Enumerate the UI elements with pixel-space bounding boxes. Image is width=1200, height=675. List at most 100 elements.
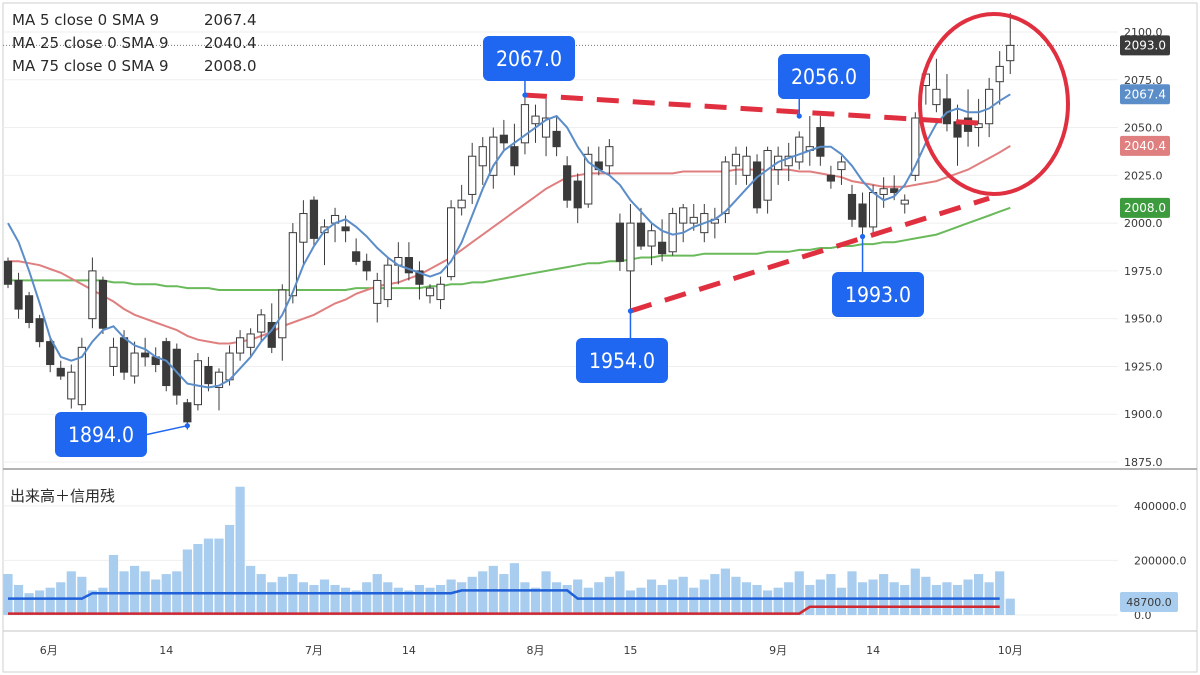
candle-body (309, 199, 319, 239)
volume-tag (1120, 592, 1178, 612)
candle-body (499, 134, 508, 144)
trendline (524, 92, 990, 127)
candle-body (1006, 44, 1015, 62)
legend-label: MA 75 close 0 SMA 9 (12, 57, 169, 75)
volume-bar (87, 590, 97, 615)
volume-bar (646, 579, 657, 615)
volume-bar (404, 590, 414, 615)
volume-tick-label: 400000.0 (1134, 500, 1187, 513)
candle-body (288, 232, 297, 297)
callout-anchor-dot (796, 113, 802, 119)
callout-anchor-dot (184, 423, 190, 429)
candle-body (995, 65, 1004, 83)
candle-body (3, 260, 13, 285)
volume-bar (763, 590, 773, 615)
callout-leader (146, 424, 188, 436)
volume-bar (509, 563, 519, 615)
price-tick-label: 1900.0 (1124, 408, 1163, 421)
candle-body (383, 264, 392, 301)
callout-label: 1993.0 (845, 283, 911, 307)
candle-body (246, 333, 255, 348)
candle-body (130, 352, 139, 377)
price-tag-label: 2040.4 (1124, 139, 1166, 153)
volume-bar (66, 571, 76, 615)
volume-bar (900, 584, 910, 615)
volume-pane-title: 出来高＋信用残 (10, 487, 115, 505)
candle-body (890, 188, 899, 194)
volume-bar (910, 568, 920, 615)
price-tag-label: 2067.4 (1124, 87, 1166, 101)
callout-anchor-dot (859, 233, 866, 240)
candle-body (689, 216, 698, 224)
volume-bar (720, 568, 730, 615)
candle-body (858, 203, 867, 228)
candle-body (67, 371, 76, 400)
volume-bar (267, 582, 277, 615)
candle-body (415, 270, 424, 285)
callout-box (778, 54, 870, 99)
volume-bar (657, 584, 667, 615)
volume-bar (815, 579, 825, 615)
callout-anchor-dot (522, 92, 528, 98)
volume-bar (393, 587, 403, 615)
callout-anchor-dot (627, 308, 634, 314)
trendlines (524, 92, 990, 314)
price-callouts: 2067.0 2056.0 1954.0 1993.0 1894.0 (55, 36, 924, 457)
price-tick-label: 2050.0 (1124, 122, 1163, 135)
volume-bar (773, 587, 783, 615)
volume-bar (1005, 598, 1015, 615)
volume-bar (130, 565, 140, 615)
volume-bar (224, 524, 235, 615)
volume-bar (24, 593, 34, 615)
price-tick-label: 2075.0 (1124, 74, 1163, 87)
ma5-line (7, 93, 1011, 389)
candle-body (974, 123, 983, 129)
time-tick-label: 7月 (305, 644, 323, 657)
volume-bar (794, 571, 804, 615)
candle-body (46, 341, 55, 366)
volume-bar (425, 587, 435, 615)
volume-bar (3, 574, 13, 615)
volume-bar (478, 571, 488, 615)
candle-body (658, 241, 667, 255)
candle-body (552, 130, 561, 148)
price-tick-label: 1950.0 (1124, 313, 1163, 326)
candle-body (510, 146, 519, 167)
volume-bar (457, 582, 467, 615)
volume-bar (847, 571, 857, 615)
legend-value: 2067.4 (204, 11, 257, 29)
price-tick-label: 2000.0 (1124, 217, 1163, 230)
volume-bar (752, 584, 762, 615)
candle-body (468, 155, 477, 195)
volume-axis: 0.0 200000.0 400000.0 (1134, 500, 1187, 622)
candle-body (457, 199, 466, 209)
trendline (629, 195, 990, 314)
callout-box (832, 272, 924, 317)
candle-body (573, 180, 582, 209)
price-tag (1120, 197, 1170, 218)
volume-tick-label: 0.0 (1134, 609, 1152, 622)
volume-bar (383, 582, 393, 615)
time-tick-label: 10月 (998, 644, 1023, 657)
candle-body (183, 402, 192, 423)
candle-body (826, 174, 835, 182)
volume-bar (446, 579, 456, 615)
volume-bar (77, 576, 87, 615)
volume-bar (625, 590, 636, 615)
candle-body (141, 352, 150, 358)
candle-body (584, 153, 593, 205)
volume-bar (298, 582, 308, 615)
candle-body (14, 279, 23, 310)
volume-bar (499, 574, 509, 615)
volume-bar (615, 571, 625, 615)
candle-body (847, 193, 857, 220)
price-tag-label: 2093.0 (1124, 38, 1166, 52)
candle-body (214, 371, 224, 388)
candle-body (447, 207, 456, 278)
volume-bar (161, 574, 171, 615)
legend-value: 2008.0 (204, 57, 257, 75)
volume-bar (562, 584, 572, 615)
volume-bar (731, 576, 741, 615)
candle-body (911, 117, 920, 176)
